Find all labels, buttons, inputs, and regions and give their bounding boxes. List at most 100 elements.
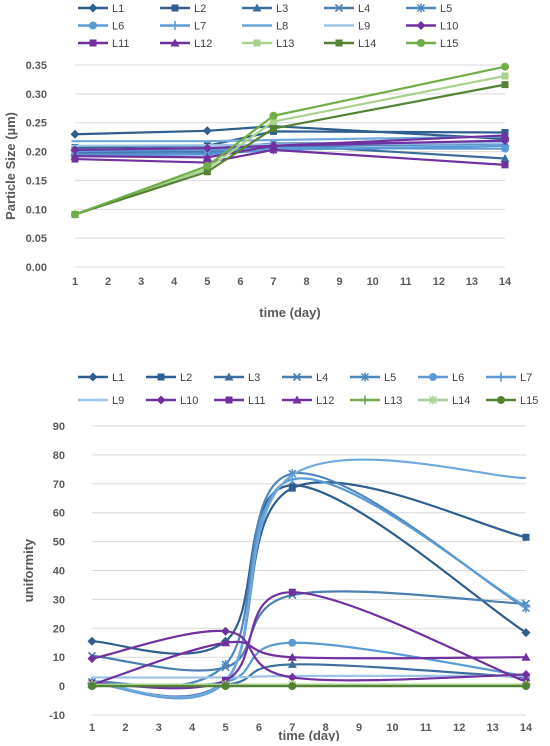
x-tick-label: 4 (171, 276, 178, 288)
x-tick-label: 5 (204, 276, 210, 288)
data-point (202, 126, 212, 136)
x-tick-label: 1 (89, 722, 95, 734)
legend-marker (224, 372, 234, 381)
y-tick-label: 0.30 (26, 89, 47, 101)
legend-item-l14: L14 (324, 38, 376, 50)
series-l12 (87, 638, 531, 689)
series-line (74, 139, 506, 151)
data-point (203, 162, 212, 170)
data-point (202, 152, 212, 161)
series-line (74, 83, 506, 216)
data-point (521, 670, 531, 680)
legend-item-l10: L10 (406, 21, 458, 33)
legend-marker (496, 372, 506, 382)
data-point (522, 533, 530, 541)
y-tick-label: 30 (53, 594, 65, 606)
series-line (74, 148, 506, 166)
x-tick-label: 12 (433, 276, 445, 288)
legend-marker (292, 395, 302, 404)
legend-item-l3: L3 (242, 3, 288, 15)
x-tick-label: 1 (72, 276, 78, 288)
x-tick-label: 14 (520, 722, 533, 734)
legend-marker (416, 3, 426, 13)
data-point (269, 118, 277, 126)
data-point (500, 130, 510, 139)
legend-item-l8: L8 (242, 21, 288, 33)
legend-marker (416, 21, 426, 30)
data-point (87, 636, 97, 646)
x-tick-label: 2 (105, 276, 111, 288)
data-point (501, 161, 509, 169)
legend-label: L1 (112, 3, 124, 15)
legend-label: L2 (180, 372, 192, 384)
legend-label: L8 (276, 21, 288, 33)
y-tick-label: 40 (53, 566, 65, 578)
legend-marker (170, 21, 180, 30)
series-line (91, 629, 527, 682)
series-line (91, 590, 527, 672)
legend-marker (225, 396, 233, 404)
data-point (501, 81, 509, 89)
series-line (74, 130, 506, 149)
data-point (288, 682, 297, 691)
data-point (70, 129, 80, 139)
series-line (91, 458, 527, 699)
legend-label: L15 (440, 38, 458, 50)
x-tick-label: 5 (222, 722, 228, 734)
legend-item-l12: L12 (282, 395, 334, 407)
legend-marker (429, 373, 437, 381)
data-point (70, 151, 80, 160)
gridlines (75, 64, 505, 268)
data-point (269, 146, 277, 154)
legend-item-l11: L11 (214, 395, 266, 407)
legend-marker (360, 372, 370, 382)
data-point (521, 628, 531, 638)
series-line (91, 472, 527, 688)
legend-item-l13: L13 (242, 38, 294, 50)
y-tick-label: 80 (53, 450, 65, 462)
series-line (91, 591, 527, 690)
legend-marker (334, 3, 344, 13)
x-tick-label: 13 (466, 276, 478, 288)
legend-label: L9 (112, 395, 124, 407)
legend-marker (252, 3, 262, 12)
legend-label: L11 (112, 38, 130, 50)
y-tick-label: 0 (59, 681, 65, 693)
data-point (203, 168, 211, 176)
legend-marker (253, 39, 261, 47)
data-point (522, 682, 530, 691)
legend-marker (417, 39, 425, 47)
legend-item-l4: L4 (282, 372, 328, 384)
legend-item-l14: L14 (418, 395, 470, 407)
x-tick-label: 3 (138, 276, 144, 288)
legend-label: L2 (194, 3, 206, 15)
series-line (91, 674, 527, 679)
legend-label: L6 (112, 21, 124, 33)
legend-label: L10 (440, 21, 458, 33)
legend-marker (292, 372, 302, 382)
legend-item-l5: L5 (350, 372, 396, 384)
y-tick-label: 10 (53, 652, 65, 664)
series-line (74, 74, 506, 216)
legend-marker (428, 395, 438, 405)
data-point (521, 602, 531, 612)
x-tick-label: 2 (122, 722, 128, 734)
legend-marker (88, 3, 98, 13)
data-point (288, 484, 296, 492)
legend-label: L6 (452, 372, 464, 384)
data-point (87, 654, 97, 664)
legend-marker (89, 39, 97, 47)
x-tick-label: 13 (486, 722, 498, 734)
y-tick-label: 0.25 (26, 118, 47, 130)
legend-label: L12 (316, 395, 334, 407)
chart-svg: L1L2L3L4L5L6L7L8L9L10L11L12L13L14L15-100… (21, 372, 538, 743)
legend-label: L15 (520, 395, 538, 407)
x-tick-label: 12 (453, 722, 465, 734)
series-l9 (91, 674, 527, 679)
series-line (74, 134, 506, 159)
legend-label: L9 (358, 21, 370, 33)
y-tick-label: 0.15 (26, 175, 47, 187)
x-tick-label: 10 (386, 722, 398, 734)
x-axis-title: time (day) (259, 305, 320, 320)
x-tick-label: 11 (400, 276, 412, 288)
